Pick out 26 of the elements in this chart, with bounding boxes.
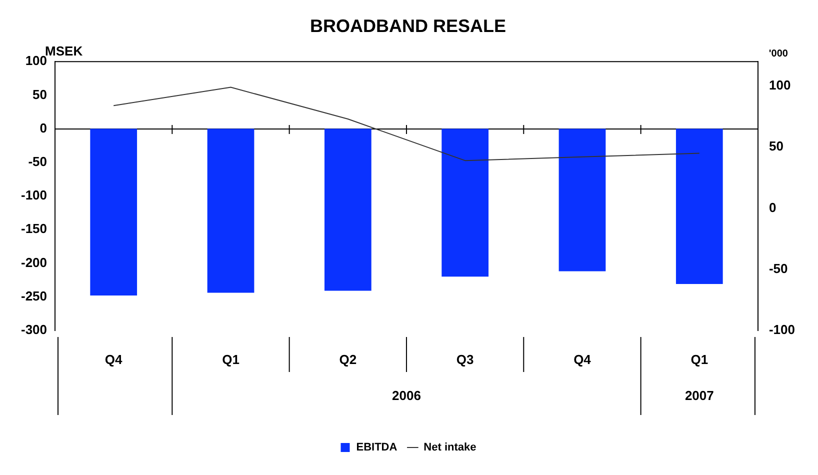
y-tick-label: -200 bbox=[20, 254, 48, 270]
text: 2007 bbox=[684, 388, 714, 403]
x-tick-label: Q1 bbox=[690, 352, 708, 367]
legend-label: EBITDA bbox=[356, 442, 398, 454]
chart-title: BROADBAND RESALE bbox=[310, 16, 506, 36]
y-tick-label: 0 bbox=[40, 120, 48, 136]
x-tick-label: Q4 bbox=[574, 352, 592, 367]
y-axis-title: MSEK bbox=[45, 44, 84, 59]
y-tick-label: 50 bbox=[32, 86, 48, 102]
y2-tick-label: -50 bbox=[768, 260, 788, 276]
legend-label: Net intake bbox=[424, 442, 476, 454]
y-tick-label: -300 bbox=[20, 322, 48, 337]
x-tick-label: Q3 bbox=[456, 352, 474, 367]
text: 2006 bbox=[392, 388, 421, 403]
x-tick-label: Q2 bbox=[339, 352, 357, 367]
y2-tick-label: 100 bbox=[768, 78, 791, 93]
y-tick-label: -250 bbox=[20, 288, 48, 304]
y-tick-label: -100 bbox=[20, 188, 48, 203]
y-tick-label: -150 bbox=[20, 221, 48, 236]
y2-tick-label: 50 bbox=[768, 138, 784, 154]
y2-tick-label: -100 bbox=[768, 322, 796, 337]
y2-axis-title: '000 bbox=[768, 48, 788, 60]
y2-tick-label: 0 bbox=[768, 200, 776, 215]
x-tick-label: Q4 bbox=[104, 352, 124, 367]
y-tick-label: -50 bbox=[28, 154, 48, 169]
x-tick-label: Q1 bbox=[222, 352, 240, 367]
